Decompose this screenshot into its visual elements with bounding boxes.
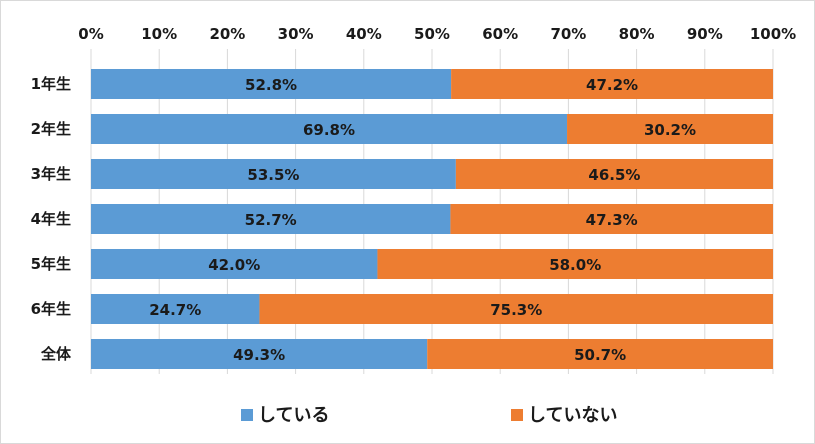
category-label: 2年生 [31,120,71,138]
bar-segment [91,204,451,234]
bar-segment [567,114,773,144]
bar-data-label: 53.5% [247,166,299,184]
bar-data-label: 58.0% [549,256,601,274]
category-label: 1年生 [31,75,71,93]
category-label: 6年生 [31,300,71,318]
x-tick-label: 20% [209,25,245,43]
legend-swatch [241,409,253,421]
legend-label: していない [528,405,617,426]
bar-data-label: 69.8% [303,121,355,139]
x-tick-label: 80% [619,25,655,43]
bar-data-label: 46.5% [588,166,640,184]
x-tick-label: 60% [482,25,518,43]
data-labels: 52.8% 47.2% 69.8% 30.2% 53.5% 46.5% 52.7% 47.3%… [149,76,696,364]
bar-data-label: 47.2% [586,76,638,94]
bar-segment [91,114,568,144]
x-tick-label: 40% [346,25,382,43]
bar-data-label: 52.8% [245,76,297,94]
x-tick-label: 30% [278,25,314,43]
bar-segment [91,294,260,324]
bar-segment [450,204,773,234]
bar-data-label: 50.7% [574,346,626,364]
bar-segment [91,159,456,189]
bar-segment [259,294,774,324]
x-axis-ticks: 0% 10% 20% 30% 40% 50% 60% 70% 80% 90% 100% [78,25,796,43]
x-tick-label: 50% [414,25,450,43]
category-label: 5年生 [31,255,71,273]
bar-data-label: 75.3% [490,301,542,319]
legend: している していない [241,405,617,426]
bar-data-label: 47.3% [586,211,638,229]
bar-segment [377,249,773,279]
bar-data-label: 49.3% [233,346,285,364]
x-tick-label: 100% [750,25,796,43]
legend-swatch [511,409,523,421]
category-label: 3年生 [31,165,71,183]
bar-segment [91,339,428,369]
x-tick-label: 70% [550,25,586,43]
bar-data-label: 42.0% [208,256,260,274]
bar-segment [427,339,773,369]
bar-segment [91,69,452,99]
legend-label: している [258,405,329,426]
x-tick-label: 10% [141,25,177,43]
x-tick-label: 90% [687,25,723,43]
bar-segment [91,249,378,279]
category-label: 4年生 [31,210,71,228]
x-tick-label: 0% [78,25,103,43]
bar-segment [451,69,773,99]
bars [91,69,774,369]
category-label: 全体 [40,345,72,363]
bar-data-label: 52.7% [245,211,297,229]
bar-data-label: 30.2% [644,121,696,139]
bar-segment [455,159,773,189]
bar-data-label: 24.7% [149,301,201,319]
